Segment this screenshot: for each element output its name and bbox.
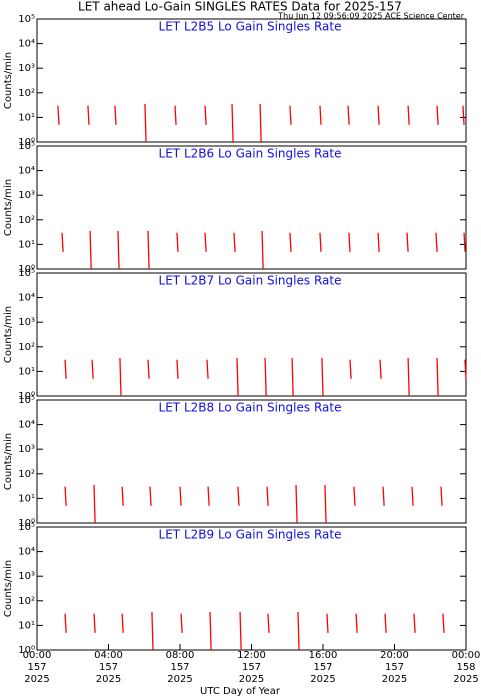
y-axis-label: Counts/min	[3, 560, 14, 617]
y-tick-label: 10³	[18, 571, 35, 582]
x-tick-label: 157	[385, 662, 404, 673]
y-tick-label: 10⁰	[18, 645, 35, 656]
y-tick-label: 10¹	[18, 620, 35, 631]
y-tick-label: 10³	[18, 190, 35, 201]
panel-title: LET L2B5 Lo Gain Singles Rate	[159, 20, 342, 34]
y-tick-label: 10²	[18, 596, 35, 607]
x-tick-label: 157	[27, 662, 46, 673]
y-tick-label: 10²	[18, 469, 35, 480]
panel-title: LET L2B9 Lo Gain Singles Rate	[159, 528, 342, 542]
x-tick-label: 00:00	[452, 650, 481, 661]
y-tick-label: 10⁰	[18, 518, 35, 529]
data-line	[61, 231, 466, 270]
y-axis-label: Counts/min	[3, 179, 14, 236]
y-tick-label: 10⁰	[18, 264, 35, 275]
y-tick-label: 10²	[18, 215, 35, 226]
y-tick-label: 10³	[18, 317, 35, 328]
y-tick-label: 10⁴	[18, 293, 35, 304]
x-tick-label: 157	[313, 662, 332, 673]
y-tick-label: 10⁵	[18, 141, 35, 152]
y-tick-label: 10²	[18, 88, 35, 99]
y-axis-label: Counts/min	[3, 306, 14, 363]
x-tick-label: 16:00	[309, 650, 338, 661]
x-tick-label: 2025	[310, 674, 335, 685]
y-axis-label: Counts/min	[3, 52, 14, 109]
x-tick-label: 08:00	[166, 650, 195, 661]
data-line	[64, 612, 445, 651]
y-tick-label: 10⁴	[18, 420, 35, 431]
y-tick-label: 10⁵	[18, 14, 35, 25]
x-tick-label: 04:00	[94, 650, 123, 661]
y-tick-label: 10⁵	[18, 268, 35, 279]
x-tick-label: 2025	[239, 674, 264, 685]
panel-title: LET L2B8 Lo Gain Singles Rate	[159, 401, 342, 415]
y-tick-label: 10³	[18, 444, 35, 455]
plot-frame	[36, 145, 467, 270]
x-tick-label: 2025	[453, 674, 478, 685]
panel-title: LET L2B7 Lo Gain Singles Rate	[159, 274, 342, 288]
x-axis-label: UTC Day of Year	[200, 686, 281, 697]
y-axis-label: Counts/min	[3, 433, 14, 490]
y-tick-label: 10¹	[18, 493, 35, 504]
x-tick-label: 00:00	[23, 650, 52, 661]
y-tick-label: 10²	[18, 342, 35, 353]
x-tick-label: 157	[170, 662, 189, 673]
x-tick-label: 2025	[382, 674, 407, 685]
x-tick-label: 20:00	[380, 650, 409, 661]
y-tick-label: 10¹	[18, 112, 35, 123]
y-tick-label: 10⁴	[18, 166, 35, 177]
panel-title: LET L2B6 Lo Gain Singles Rate	[159, 147, 342, 161]
data-line	[64, 358, 467, 397]
x-tick-label: 157	[242, 662, 261, 673]
x-tick-label: 12:00	[237, 650, 266, 661]
y-tick-label: 10¹	[18, 239, 35, 250]
plot-frame	[36, 272, 467, 397]
y-tick-label: 10⁵	[18, 522, 35, 533]
x-tick-label: 2025	[96, 674, 121, 685]
y-tick-label: 10⁵	[18, 395, 35, 406]
y-tick-label: 10⁰	[18, 391, 35, 402]
page-subtitle: Thu Jun 12 09:56:09 2025 ACE Science Cen…	[277, 12, 464, 21]
y-tick-label: 10¹	[18, 366, 35, 377]
plot-frame	[36, 399, 467, 524]
data-line	[57, 104, 465, 143]
page-title: LET ahead Lo-Gain SINGLES RATES Data for…	[78, 0, 402, 14]
x-tick-label: 2025	[167, 674, 192, 685]
y-tick-label: 10⁰	[18, 137, 35, 148]
y-tick-label: 10⁴	[18, 39, 35, 50]
x-tick-label: 158	[456, 662, 475, 673]
data-line	[64, 485, 443, 524]
x-tick-label: 2025	[24, 674, 49, 685]
y-tick-label: 10³	[18, 63, 35, 74]
x-tick-label: 157	[99, 662, 118, 673]
plot-frame	[36, 18, 467, 143]
y-tick-label: 10⁴	[18, 547, 35, 558]
